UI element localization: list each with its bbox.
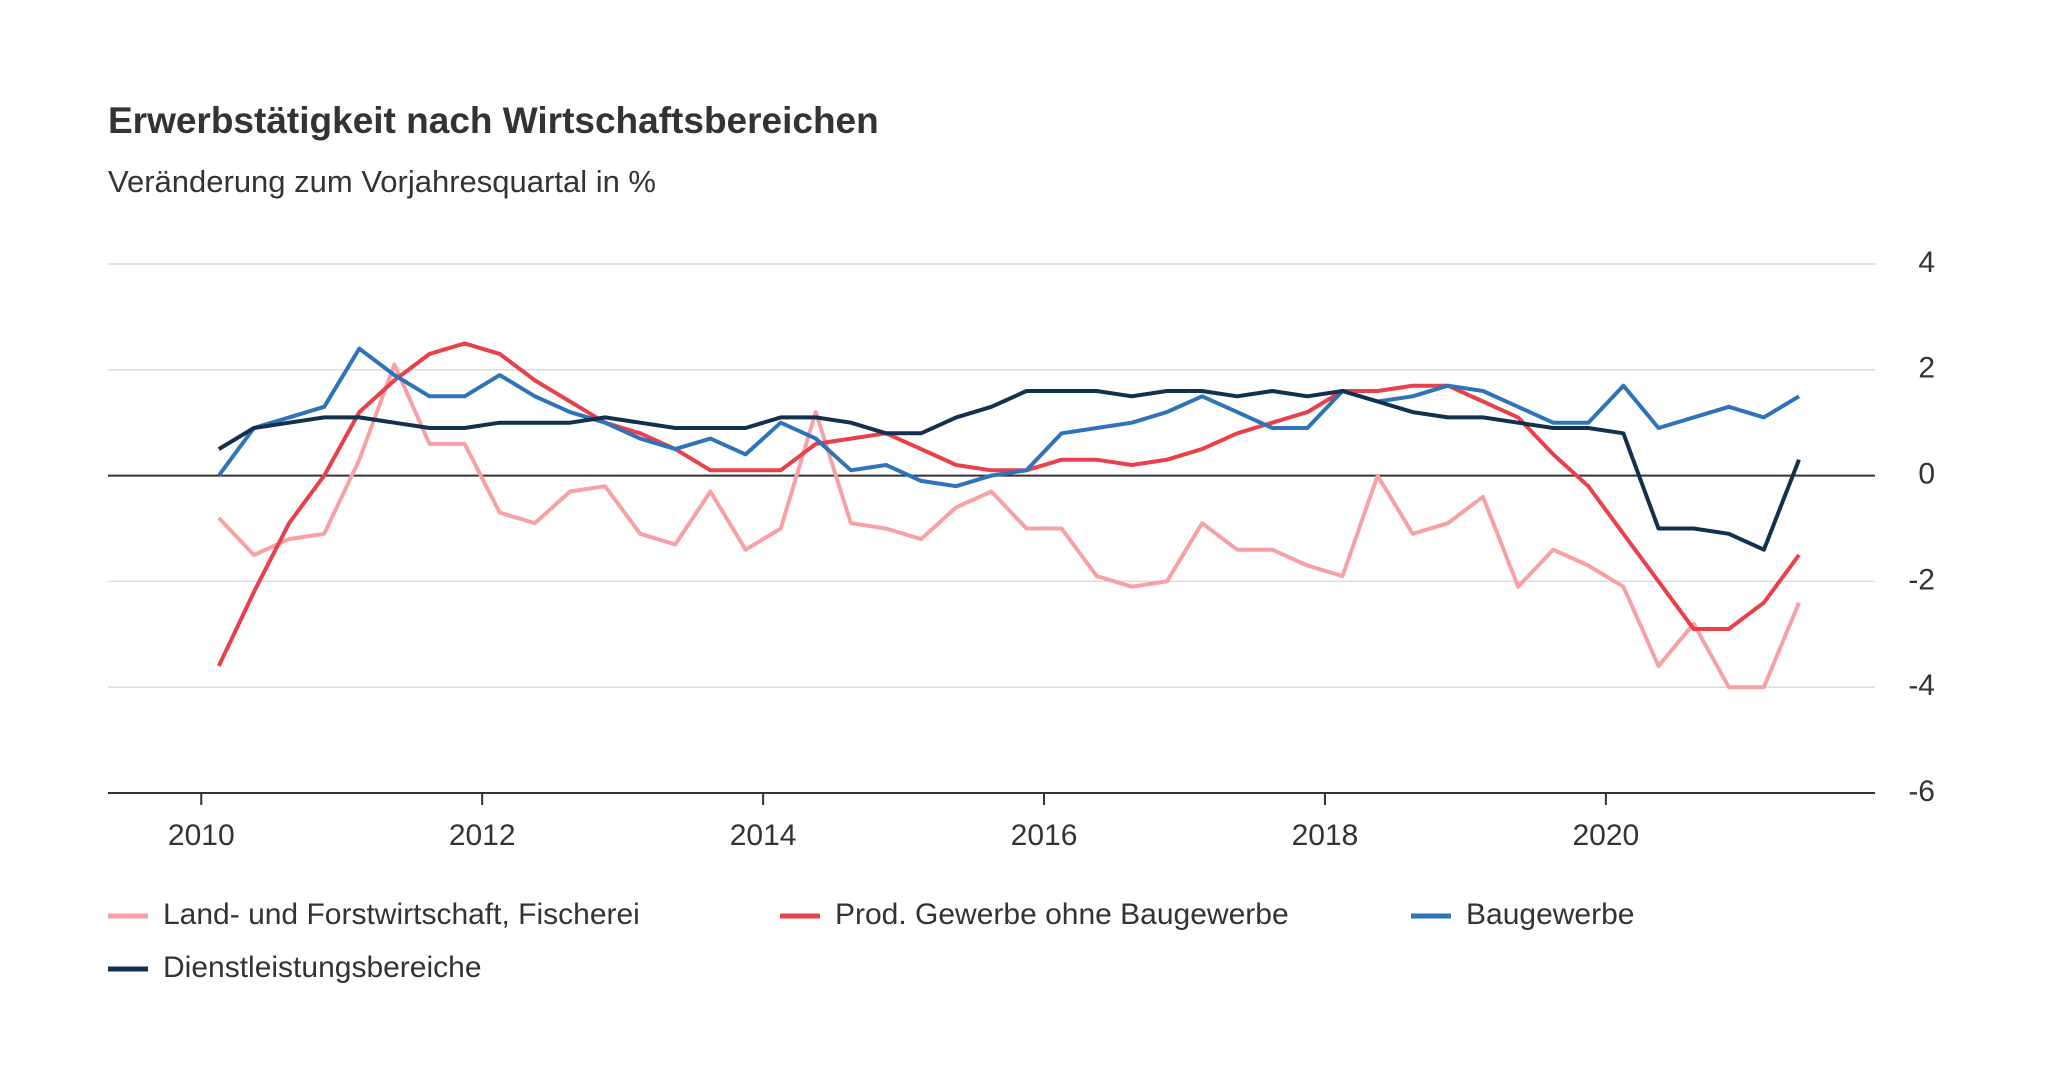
y-tick-label: -2 bbox=[1908, 563, 1935, 596]
series-line bbox=[216, 341, 1801, 667]
series-line bbox=[217, 346, 1801, 489]
y-tick-label: 2 bbox=[1918, 352, 1935, 385]
x-tick-label: 2016 bbox=[1011, 819, 1078, 852]
x-tick-label: 2010 bbox=[168, 819, 235, 852]
legend-label: Prod. Gewerbe ohne Baugewerbe bbox=[835, 898, 1289, 931]
x-tick-label: 2018 bbox=[1292, 819, 1359, 852]
legend-label: Baugewerbe bbox=[1466, 898, 1634, 931]
x-tick-label: 2014 bbox=[730, 819, 797, 852]
x-tick-label: 2020 bbox=[1573, 819, 1640, 852]
series-line bbox=[217, 362, 1801, 690]
y-tick-label: -6 bbox=[1908, 775, 1935, 808]
y-tick-label: 4 bbox=[1918, 246, 1935, 279]
x-tick-label: 2012 bbox=[449, 819, 516, 852]
series-line bbox=[217, 389, 1801, 552]
chart-title: Erwerbstätigkeit nach Wirtschaftsbereich… bbox=[108, 100, 879, 141]
legend-label: Land- und Forstwirtschaft, Fischerei bbox=[163, 898, 640, 931]
y-tick-label: -4 bbox=[1908, 669, 1935, 702]
y-tick-label: 0 bbox=[1918, 458, 1935, 491]
chart-subtitle: Veränderung zum Vorjahresquartal in % bbox=[108, 164, 656, 199]
legend-label: Dienstleistungsbereiche bbox=[163, 951, 482, 984]
